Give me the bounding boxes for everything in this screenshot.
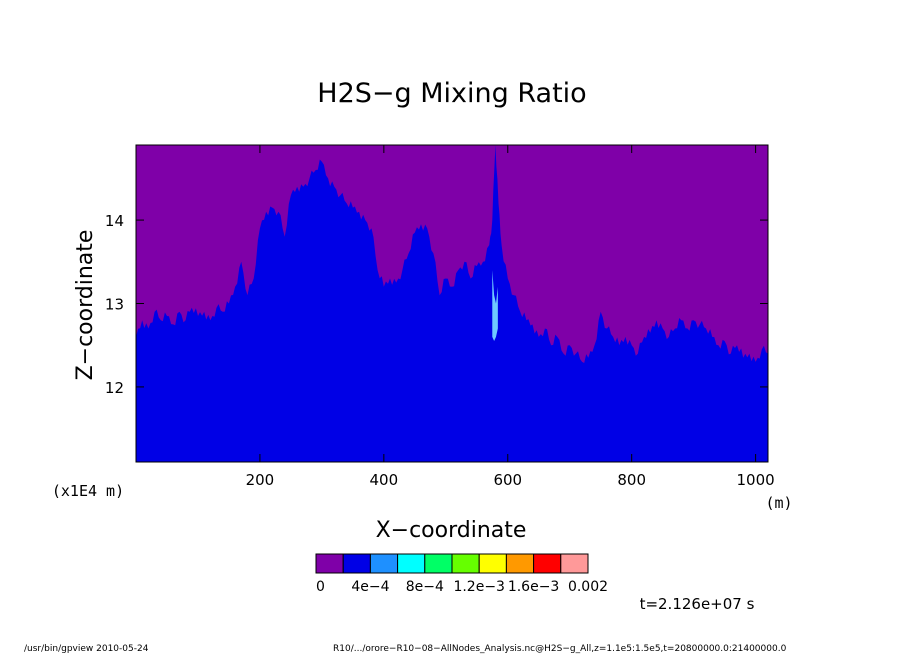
colorbar [315,553,589,574]
colorbar-swatch [342,553,371,574]
y-axis-title: Z−coordinate [73,230,98,381]
x-axis-title: X−coordinate [376,518,527,543]
colorbar-labels: 0 4e−4 8e−4 1.2e−3 1.6e−3 0.002 [316,579,608,595]
y-unit-label: (x1E4 m) [52,482,124,500]
x-tick-label: 1000 [737,471,775,489]
colorbar-swatch [560,553,589,574]
x-tick-label: 400 [370,471,399,489]
colorbar-swatch [369,553,399,574]
colorbar-label: 1.2e−3 [453,579,505,595]
colorbar-swatch [533,553,562,574]
colorbar-label: 8e−4 [406,579,444,595]
colorbar-swatch [315,553,344,574]
colorbar-swatch [505,553,535,574]
chart-title: H2S−g Mixing Ratio [317,78,586,109]
footer-right: R10/.../orore−R10−08−AllNodes_Analysis.n… [333,644,787,654]
colorbar-label: 0.002 [568,579,608,595]
x-axis-ticks: 200 400 600 800 1000 [246,145,775,489]
y-axis-ticks: 12 13 14 [105,212,768,397]
colorbar-label: 1.6e−3 [508,579,560,595]
filled-region [136,145,768,462]
colorbar-label: 0 [316,579,325,595]
colorbar-swatch [397,553,426,574]
y-tick-label: 12 [105,379,124,397]
x-tick-label: 200 [246,471,275,489]
x-tick-label: 800 [617,471,646,489]
x-tick-label: 600 [493,471,522,489]
colorbar-swatch [424,553,453,574]
plot-area [135,144,769,463]
x-unit-label: (m) [765,494,792,512]
y-tick-label: 14 [105,212,124,230]
time-label: t=2.126e+07 s [640,595,755,613]
colorbar-swatch [478,553,507,574]
colorbar-swatch [451,553,480,574]
y-tick-label: 13 [105,296,124,314]
footer-left: /usr/bin/gpview 2010-05-24 [24,644,149,654]
colorbar-label: 4e−4 [351,579,389,595]
plume-region [492,270,498,342]
